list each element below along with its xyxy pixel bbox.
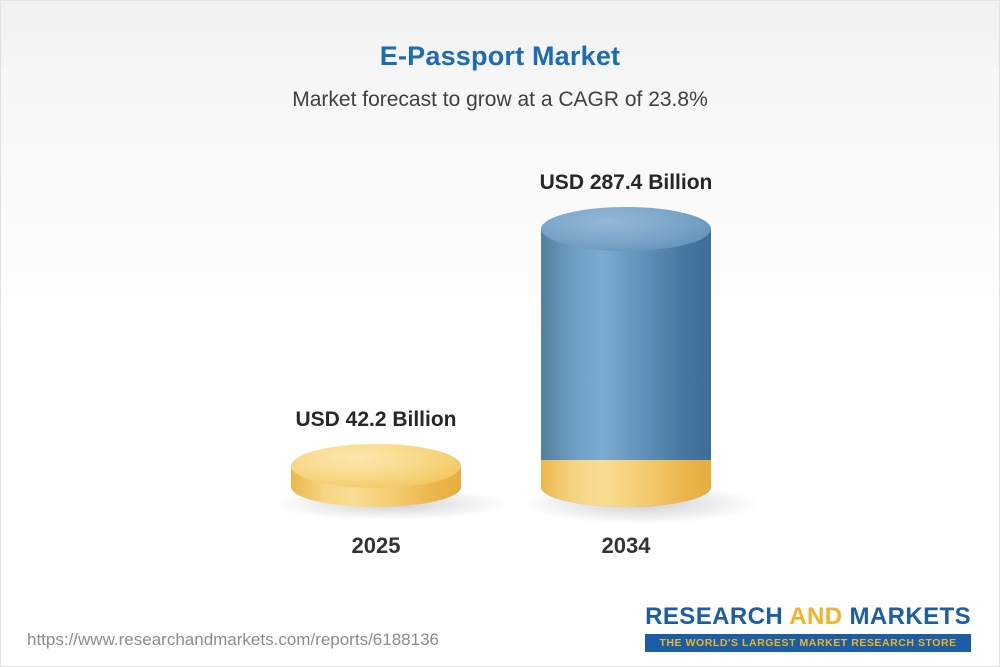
chart-title: E-Passport Market — [379, 41, 621, 71]
logo-word-and: AND — [789, 603, 843, 630]
logo-word-markets: MARKETS — [849, 603, 971, 630]
cylinder-top-face — [291, 444, 461, 488]
chart-subtitle: Market forecast to grow at a CAGR of 23.… — [292, 88, 708, 111]
x-axis-label-2034: 2034 — [601, 533, 651, 558]
logo-tagline: THE WORLD'S LARGEST MARKET RESEARCH STOR… — [645, 634, 971, 652]
bar-value-label-2034: USD 287.4 Billion — [539, 171, 713, 194]
chart-header: E-Passport Market Market forecast to gro… — [1, 41, 999, 112]
cylinder-base-band — [541, 460, 711, 507]
researchandmarkets-logo: RESEARCH AND MARKETS THE WORLD'S LARGEST… — [645, 603, 971, 652]
logo-wordmark: RESEARCH AND MARKETS — [645, 603, 971, 631]
bar-value-label-2025: USD 42.2 Billion — [295, 408, 457, 431]
bar-2025 — [291, 444, 461, 507]
report-url-link[interactable]: https://www.researchandmarkets.com/repor… — [27, 630, 439, 649]
cylinder-top-face — [541, 207, 711, 251]
x-axis-label-2025: 2025 — [351, 533, 401, 558]
logo-word-research: RESEARCH — [645, 603, 784, 630]
bar-2034 — [541, 207, 711, 507]
